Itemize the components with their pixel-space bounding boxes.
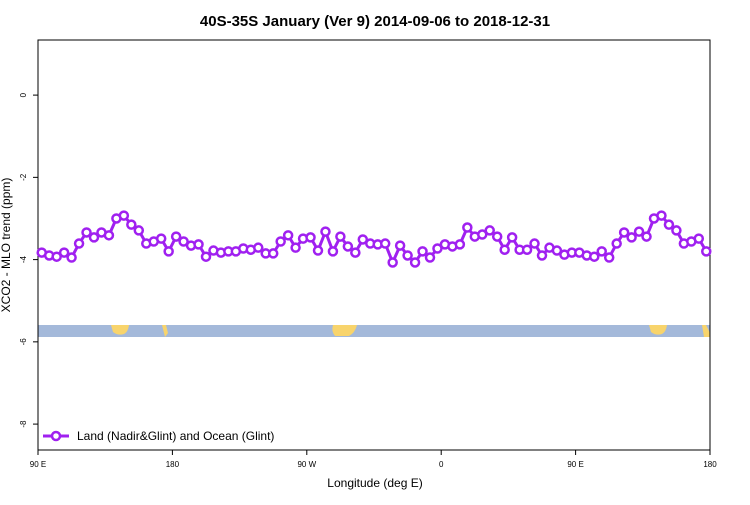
data-point	[126, 219, 137, 230]
data-point	[402, 250, 413, 261]
x-tick-label: 180	[166, 460, 180, 469]
data-point	[499, 244, 510, 255]
data-point	[275, 236, 286, 247]
data-point	[170, 231, 182, 242]
data-point	[454, 239, 466, 250]
data-point	[432, 243, 443, 254]
data-point	[335, 231, 346, 242]
data-point	[477, 229, 488, 240]
data-point	[506, 232, 518, 243]
data-point	[290, 242, 301, 253]
land-patch	[111, 325, 129, 335]
data-point	[596, 246, 607, 257]
data-point	[611, 238, 622, 249]
data-point	[641, 231, 652, 242]
data-point	[551, 245, 563, 256]
data-point	[491, 231, 503, 242]
land-patch	[702, 325, 710, 337]
data-point	[357, 234, 369, 245]
y-tick-label: -6	[19, 338, 28, 346]
chart-title: 40S-35S January (Ver 9) 2014-09-06 to 20…	[200, 13, 550, 30]
data-point	[387, 257, 398, 268]
data-point	[409, 257, 421, 268]
data-point	[178, 236, 189, 247]
data-point	[51, 251, 62, 262]
data-point	[163, 246, 174, 257]
data-point	[618, 227, 630, 238]
land-patch	[332, 325, 357, 336]
data-point	[320, 226, 331, 237]
data-point	[701, 246, 712, 257]
data-point	[253, 242, 264, 253]
data-point	[155, 233, 167, 244]
data-point	[305, 232, 316, 243]
data-point	[626, 232, 637, 243]
data-point	[350, 247, 361, 258]
data-point	[462, 222, 473, 233]
data-point	[417, 246, 428, 257]
data-point	[394, 240, 406, 251]
data-point	[379, 238, 391, 249]
land-patch	[649, 325, 667, 335]
data-point	[267, 248, 279, 259]
data-point	[133, 225, 145, 236]
data-point	[663, 219, 675, 230]
ocean-strip	[38, 325, 710, 337]
data-point	[484, 225, 495, 236]
x-tick-label: 0	[439, 460, 444, 469]
data-point	[312, 245, 324, 256]
data-point	[529, 238, 540, 249]
land-patch	[162, 325, 168, 337]
data-point	[424, 252, 436, 263]
legend-marker	[50, 430, 62, 442]
data-point	[603, 252, 615, 263]
data-point	[693, 233, 705, 244]
data-point	[521, 244, 533, 255]
data-point	[633, 226, 645, 237]
data-point	[200, 251, 212, 262]
land-ocean-strip	[38, 325, 710, 337]
y-tick-label: -2	[19, 173, 28, 181]
data-point	[88, 232, 100, 243]
y-axis-label: XCO2 - MLO trend (ppm)	[0, 178, 13, 313]
plot-frame	[37, 39, 711, 451]
x-tick-label: 180	[703, 460, 717, 469]
data-point	[81, 227, 92, 238]
data-point	[193, 239, 204, 250]
y-tick-label: 0	[19, 92, 28, 97]
x-tick-label: 90 E	[30, 460, 46, 469]
data-point	[656, 210, 667, 221]
data-point	[118, 210, 130, 221]
y-tick-label: -8	[19, 420, 28, 428]
data-point	[536, 250, 548, 261]
data-point	[66, 252, 77, 263]
y-tick-label: -4	[19, 255, 28, 263]
x-axis-label: Longitude (deg E)	[327, 476, 422, 490]
data-point	[327, 246, 339, 257]
data-point	[103, 230, 115, 241]
data-point	[73, 238, 85, 249]
data-point	[58, 247, 70, 258]
legend-label: Land (Nadir&Glint) and Ocean (Glint)	[77, 429, 274, 443]
data-point	[589, 251, 600, 262]
x-tick-label: 90 E	[567, 460, 583, 469]
data-point	[671, 225, 682, 236]
data-point	[342, 241, 354, 252]
data-point	[282, 230, 294, 241]
x-tick-label: 90 W	[297, 460, 316, 469]
